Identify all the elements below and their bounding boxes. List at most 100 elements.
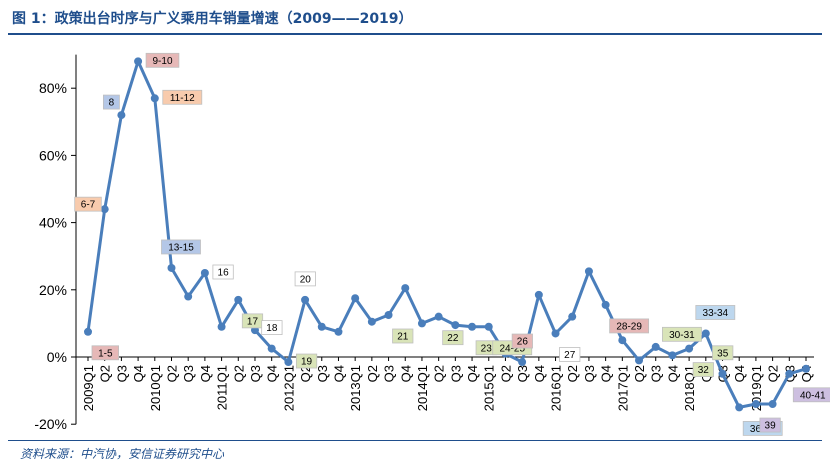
x-tick-label: Q4	[732, 365, 747, 382]
policy-label-box	[161, 239, 201, 255]
x-tick-label: 2014Q1	[415, 365, 430, 411]
data-point	[384, 311, 393, 319]
x-tick-label: Q2	[498, 365, 513, 382]
x-tick-label: Q4	[465, 365, 480, 382]
data-point	[184, 292, 193, 301]
y-tick-label: 80%	[39, 80, 67, 96]
x-tick-label: 2017Q1	[615, 365, 630, 411]
x-tick-label: 2016Q1	[549, 365, 564, 411]
data-point	[685, 344, 694, 353]
title-divider	[8, 33, 822, 35]
data-point	[84, 327, 92, 336]
data-point	[601, 300, 610, 309]
y-tick-label: 40%	[39, 215, 67, 231]
data-point	[484, 322, 493, 331]
policy-label: 11-12	[170, 93, 195, 104]
policy-label: 28-29	[616, 321, 642, 332]
x-tick-label: Q4	[198, 365, 213, 382]
policy-label: 32	[698, 365, 710, 376]
x-tick-label: Q2	[231, 365, 246, 382]
data-point	[401, 284, 410, 293]
figure-title: 图 1：政策出台时序与广义乘用车销量增速（2009——2019）	[12, 11, 413, 27]
x-tick-label: Q2	[632, 365, 647, 382]
data-point	[468, 322, 477, 331]
policy-label: 21	[397, 332, 409, 343]
data-point	[584, 267, 593, 276]
x-tick-label: Q3	[382, 365, 397, 382]
x-tick-label: Q2	[766, 365, 781, 382]
data-point	[568, 312, 577, 321]
policy-label-box	[294, 271, 316, 287]
x-tick-label: Q3	[248, 365, 263, 382]
data-point	[785, 369, 794, 378]
policy-label: 40-41	[800, 390, 826, 401]
data-point	[618, 336, 627, 345]
data-point	[200, 269, 209, 277]
x-tick-label: Q2	[365, 365, 380, 382]
policy-label-box	[662, 326, 702, 342]
policy-label: 16	[218, 268, 230, 279]
x-tick-label: Q3	[582, 365, 597, 382]
data-point	[718, 369, 727, 378]
x-tick-label: Q2	[298, 365, 313, 382]
policy-label-box	[442, 330, 464, 346]
x-tick-label: Q3	[114, 365, 129, 382]
x-tick-label: Q3	[181, 365, 196, 382]
x-tick-label: Q3	[315, 365, 330, 382]
policy-label-box	[559, 347, 581, 362]
data-point	[518, 358, 527, 367]
y-tick-label: 20%	[39, 282, 67, 298]
data-point	[167, 263, 176, 272]
policy-label: 20	[300, 274, 312, 285]
x-tick-label: Q4	[331, 365, 346, 382]
policy-label-box	[792, 387, 830, 403]
y-tick-label: -20%	[34, 416, 67, 432]
x-tick-label: 2013Q1	[348, 365, 363, 411]
policy-label: 17	[247, 316, 259, 327]
policy-label: 9-10	[152, 56, 172, 67]
policy-label-box	[212, 264, 234, 280]
data-point	[551, 329, 560, 338]
policy-label-box	[695, 305, 736, 320]
data-point	[651, 342, 660, 351]
policy-label-box	[145, 52, 180, 68]
x-tick-label: 2009Q1	[81, 365, 96, 411]
source-divider	[8, 440, 822, 441]
policy-label-box	[609, 318, 650, 334]
data-point	[417, 319, 426, 328]
data-point	[217, 322, 226, 331]
data-point	[351, 294, 360, 303]
policy-label-box	[692, 362, 714, 378]
sales-growth-line-chart: -20%0%20%40%60%80%2009Q1 Q2 Q3 Q4 2010Q1 Q2 Q3…	[34, 52, 830, 436]
source-note: 资料来源：中汽协，安信证券研究中心	[20, 447, 225, 461]
policy-label-box	[759, 417, 781, 433]
policy-label: 8	[109, 98, 115, 109]
policy-label: 22	[447, 333, 459, 344]
policy-label-box	[162, 89, 203, 105]
data-point	[117, 111, 126, 120]
policy-label: 13-15	[168, 242, 194, 253]
x-tick-label: Q2	[565, 365, 580, 382]
policy-label: 1-5	[98, 348, 113, 359]
x-tick-label: Q4	[532, 365, 547, 382]
data-point	[768, 400, 777, 409]
data-point	[668, 351, 677, 360]
data-point	[534, 290, 543, 299]
data-point	[267, 344, 276, 353]
data-point	[635, 356, 644, 365]
policy-label: 27	[564, 350, 576, 361]
x-tick-label: Q3	[649, 365, 664, 382]
x-tick-label: 2011Q1	[215, 365, 230, 410]
policy-label-box	[712, 345, 734, 361]
data-point	[317, 322, 326, 331]
data-point	[701, 329, 710, 338]
data-point	[100, 205, 109, 214]
policy-label-box	[295, 353, 318, 369]
policy-label: 26	[517, 337, 529, 348]
x-tick-label: 2010Q1	[148, 365, 163, 411]
x-tick-label: Q3	[515, 365, 530, 382]
data-point	[284, 358, 293, 367]
y-tick-label: 0%	[47, 349, 67, 365]
policy-label: 23	[481, 343, 493, 354]
data-point	[451, 321, 460, 330]
